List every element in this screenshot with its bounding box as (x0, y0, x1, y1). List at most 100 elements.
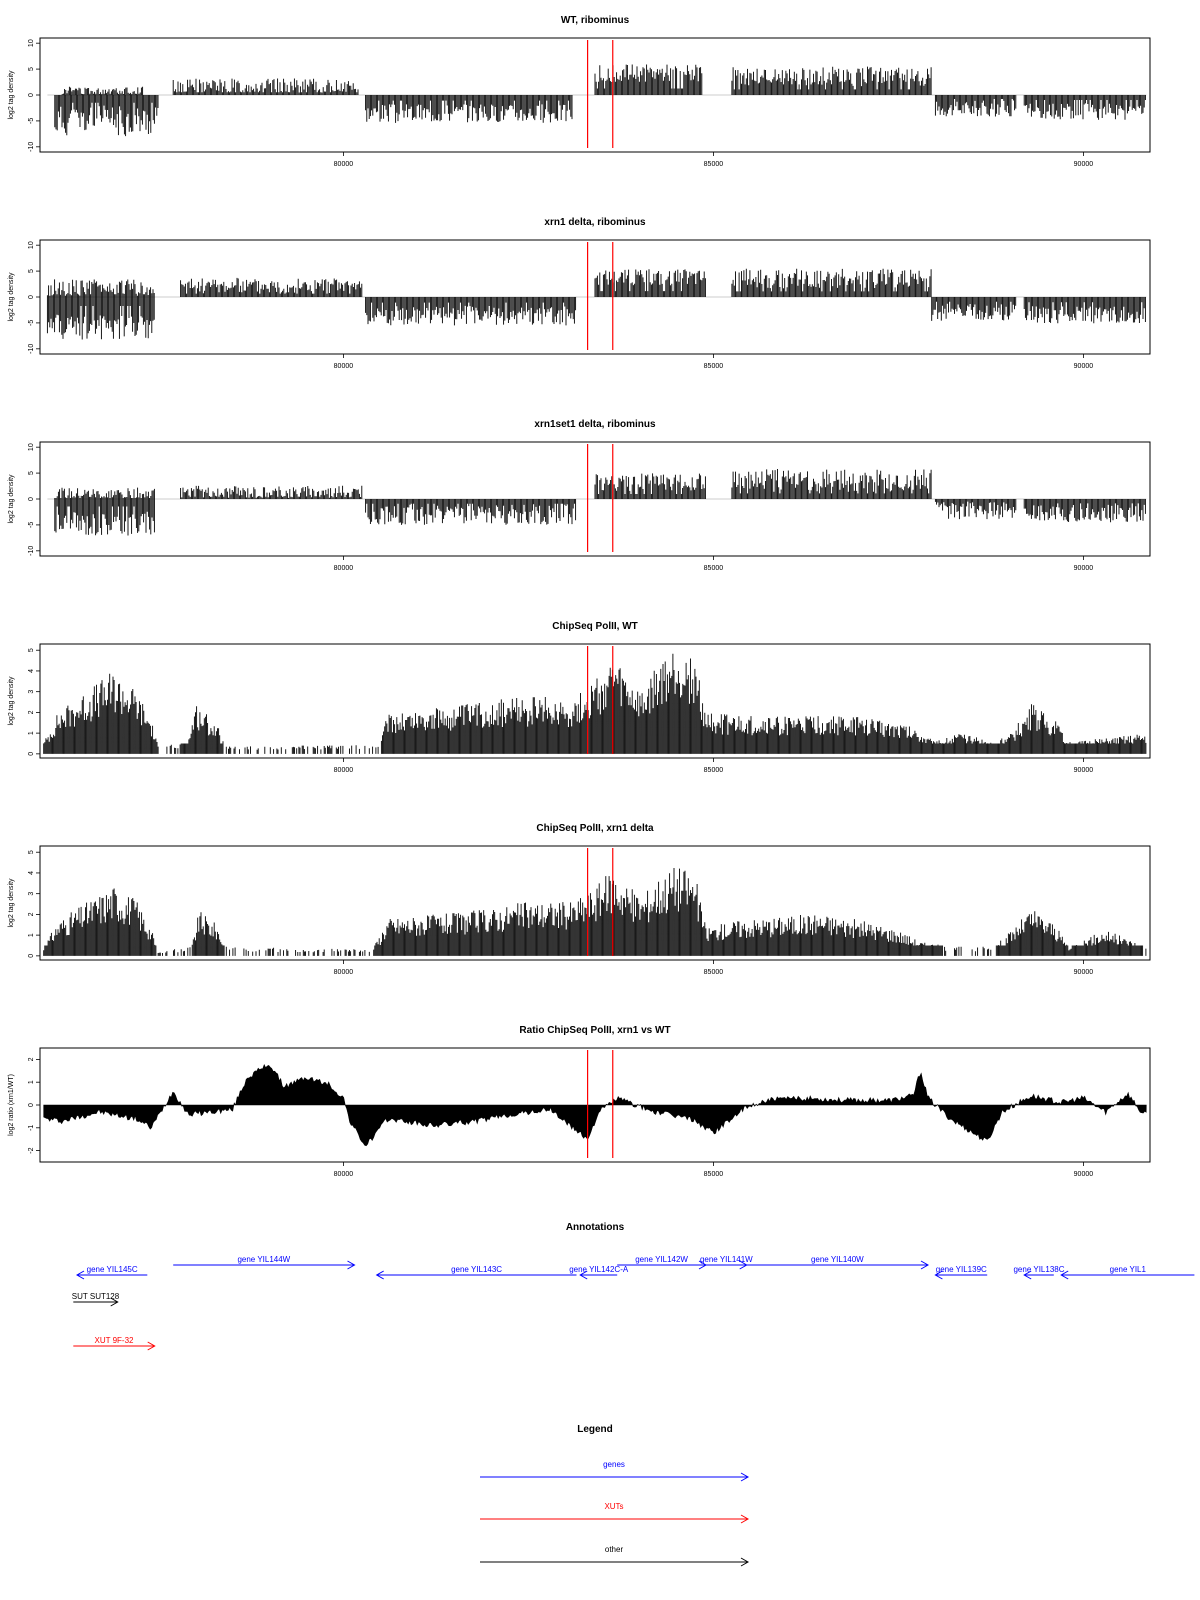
y-tick-label: 3 (28, 892, 35, 896)
plot-frame (39, 239, 1151, 355)
y-axis-label: log2 tag density (8, 474, 15, 524)
data-bars (43, 868, 1147, 956)
chart-panel-5: Ratio ChipSeq PolII, xrn1 vs WT log2 rati… (8, 1025, 1151, 1178)
y-tick-label: 2 (28, 912, 35, 916)
y-tick-label: 4 (28, 669, 35, 673)
x-tick-label: 90000 (1074, 565, 1094, 572)
y-tick-label: 5 (28, 269, 35, 273)
legend-label: genes (603, 1460, 625, 1469)
annotation-arrowhead (934, 1270, 943, 1280)
annotation-arrowhead (375, 1270, 384, 1280)
panel-title: ChipSeq PolII, xrn1 delta (536, 823, 654, 834)
y-tick-label: 10 (28, 39, 35, 47)
annotation-label: gene YIL142C-A (569, 1265, 629, 1274)
y-axis-label: log2 tag density (8, 70, 15, 120)
ratio-area (43, 1064, 1147, 1147)
x-tick-label: 85000 (704, 161, 724, 168)
y-tick-label: 0 (28, 295, 35, 299)
chart-panel-0: WT, ribominus log2 tag density 10 5 0 -5 -10 80… (8, 15, 1151, 168)
y-axis-label: log2 tag density (8, 272, 15, 322)
y-tick-label: 0 (28, 752, 35, 756)
annotation-label: gene YIL141W (700, 1255, 753, 1264)
annotation-arrowhead (1060, 1270, 1069, 1280)
y-axis-label: log2 tag density (8, 676, 15, 726)
panel-title: Ratio ChipSeq PolII, xrn1 vs WT (519, 1025, 670, 1036)
y-tick-label: -10 (28, 142, 35, 152)
x-tick-label: 90000 (1074, 767, 1094, 774)
annotation-arrowhead (920, 1260, 930, 1270)
annotation-label: XUT 9F-32 (95, 1336, 135, 1345)
y-tick-label: -10 (28, 344, 35, 354)
annotation-label: SUT SUT128 (72, 1292, 120, 1301)
x-tick-label: 85000 (704, 969, 724, 976)
annotation-arrowhead (110, 1297, 119, 1307)
y-tick-label: 1 (28, 933, 35, 937)
y-tick-label: 1 (28, 1080, 35, 1084)
y-tick-label: 5 (28, 850, 35, 854)
y-tick-label: -5 (28, 118, 35, 124)
annotation-label: gene YIL1 (1110, 1265, 1147, 1274)
legend-label: XUTs (604, 1502, 623, 1511)
x-tick-label: 85000 (704, 1171, 724, 1178)
y-tick-label: -2 (28, 1147, 35, 1153)
annotation-arrowhead (147, 1341, 156, 1351)
y-tick-label: -1 (28, 1125, 35, 1131)
plot-frame (39, 37, 1151, 153)
y-tick-label: 1 (28, 731, 35, 735)
data-bars (54, 64, 1146, 137)
x-tick-label: 85000 (704, 767, 724, 774)
chart-panel-2: xrn1set1 delta, ribominus log2 tag densit… (8, 419, 1151, 572)
annotation-label: gene YIL140W (811, 1255, 864, 1264)
annotation-arrowhead (75, 1270, 85, 1280)
plot-frame (39, 845, 1151, 961)
x-tick-label: 90000 (1074, 969, 1094, 976)
y-tick-label: 10 (28, 443, 35, 451)
legend-title: Legend (577, 1424, 613, 1435)
chart-panel-4: ChipSeq PolII, xrn1 delta log2 tag densit… (8, 823, 1151, 976)
annotation-arrowhead (579, 1270, 588, 1280)
y-tick-label: 2 (28, 710, 35, 714)
y-tick-label: 0 (28, 954, 35, 958)
x-tick-label: 80000 (334, 161, 354, 168)
annotation-label: gene YIL142W (635, 1255, 688, 1264)
annotation-arrowhead (1023, 1270, 1032, 1280)
x-tick-label: 80000 (334, 363, 354, 370)
legend-arrowhead (740, 1514, 750, 1524)
annotation-label: gene YIL145C (87, 1265, 138, 1274)
x-tick-label: 90000 (1074, 1171, 1094, 1178)
legend-arrowhead (740, 1472, 750, 1482)
y-tick-label: 3 (28, 690, 35, 694)
y-tick-label: 10 (28, 241, 35, 249)
y-tick-label: 5 (28, 471, 35, 475)
y-tick-label: -5 (28, 320, 35, 326)
annotation-label: gene YIL139C (936, 1265, 987, 1274)
annotation-label: gene YIL144W (237, 1255, 290, 1264)
plot-frame (39, 441, 1151, 557)
annotation-arrowhead (347, 1260, 356, 1270)
y-tick-label: 0 (28, 93, 35, 97)
panel-title: ChipSeq PolII, WT (552, 621, 638, 632)
x-tick-label: 85000 (704, 363, 724, 370)
x-tick-label: 90000 (1074, 161, 1094, 168)
chart-panel-1: xrn1 delta, ribominus log2 tag density 10 5… (8, 217, 1151, 370)
plot-frame (39, 1047, 1151, 1163)
x-tick-label: 85000 (704, 565, 724, 572)
legend-arrowhead (740, 1557, 750, 1567)
data-bars (43, 653, 1147, 754)
x-tick-label: 80000 (334, 1171, 354, 1178)
data-bars (46, 268, 1146, 340)
y-axis-label: log2 ratio (xrn1/WT) (8, 1074, 15, 1136)
y-tick-label: -10 (28, 546, 35, 556)
plot-frame (39, 643, 1151, 759)
panel-title: WT, ribominus (561, 15, 630, 26)
x-tick-label: 80000 (334, 565, 354, 572)
y-tick-label: 4 (28, 871, 35, 875)
chart-panel-3: ChipSeq PolII, WT log2 tag density 5 4 3 2 1 0 8… (8, 621, 1151, 774)
y-axis-label: log2 tag density (8, 878, 15, 928)
annotation-label: gene YIL143C (451, 1265, 502, 1274)
y-tick-label: 5 (28, 67, 35, 71)
x-tick-label: 90000 (1074, 363, 1094, 370)
y-tick-label: 2 (28, 1057, 35, 1061)
annotation-label: gene YIL138C (1013, 1265, 1064, 1274)
